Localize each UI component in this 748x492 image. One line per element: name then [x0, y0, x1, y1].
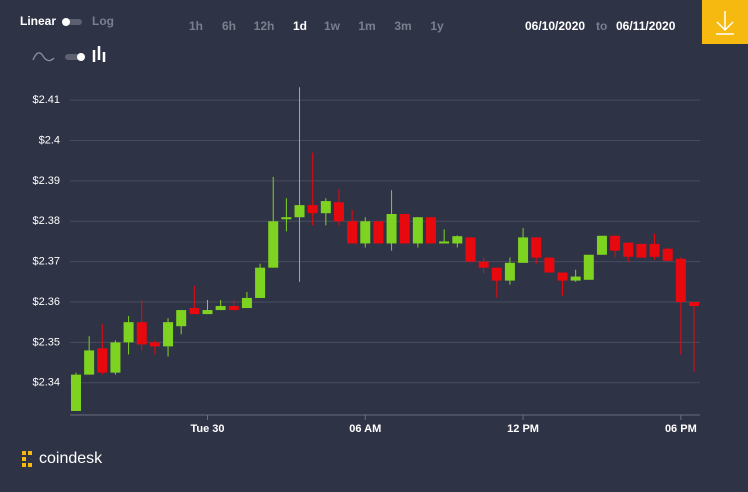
candle-body: [228, 306, 239, 311]
candle-body: [465, 237, 476, 262]
candle-body: [675, 258, 686, 302]
candle-body: [610, 235, 621, 251]
candle-body: [636, 243, 647, 258]
y-tick-label: $2.35: [32, 336, 60, 348]
candle-body: [426, 217, 437, 244]
candle-body: [307, 205, 318, 214]
x-tick-label: 06 AM: [349, 423, 381, 435]
brand: coindesk: [39, 450, 103, 467]
date-from[interactable]: 06/10/2020: [525, 19, 585, 33]
candle-body: [452, 236, 463, 244]
x-tick-label: Tue 30: [190, 423, 224, 435]
range-button[interactable]: 6h: [222, 19, 236, 33]
candle-body: [268, 221, 279, 268]
candle-body: [347, 221, 358, 244]
candle-body: [531, 237, 542, 258]
logo-mark: [28, 463, 32, 467]
candle-body: [557, 272, 568, 281]
candle-icon[interactable]: [92, 46, 106, 62]
candle-body: [649, 243, 660, 257]
candle-body: [478, 261, 489, 268]
logo-mark: [22, 457, 26, 461]
y-tick-label: $2.36: [32, 296, 60, 308]
candle-body: [294, 205, 305, 218]
download-icon: [716, 11, 734, 35]
date-to[interactable]: 06/11/2020: [616, 19, 676, 33]
range-button[interactable]: 1d: [293, 19, 307, 33]
candle-body: [110, 342, 121, 373]
candle-body: [163, 322, 174, 347]
y-tick-label: $2.4: [39, 134, 60, 146]
candle-body: [149, 342, 160, 347]
candle-body: [504, 262, 515, 281]
scale-log[interactable]: Log: [92, 14, 114, 28]
range-buttons: 1h 6h 12h 1d 1w 1m 3m 1y: [189, 19, 444, 33]
candle-body: [623, 242, 634, 257]
toggle-knob: [62, 18, 70, 26]
candle-body: [439, 241, 450, 244]
plot: $2.34 $2.35 $2.36 $2.37 $2.38 $2.39 $2.4 $2.41 T…: [32, 87, 700, 435]
range-button[interactable]: 1w: [324, 19, 341, 33]
x-tick-label: 06 PM: [665, 423, 697, 435]
range-button[interactable]: 1h: [189, 19, 203, 33]
candle-body: [136, 322, 147, 345]
candle-body: [596, 235, 607, 255]
toggle-knob: [77, 53, 85, 61]
range-button[interactable]: 1y: [430, 19, 444, 33]
candle-body: [241, 297, 252, 309]
range-button[interactable]: 12h: [254, 19, 275, 33]
candle-body: [412, 217, 423, 244]
y-tick-label: $2.39: [32, 175, 60, 187]
candle-body: [373, 221, 384, 244]
candle-body: [97, 348, 108, 373]
candle-body: [491, 267, 502, 281]
candle-body: [360, 221, 371, 244]
range-button[interactable]: 3m: [394, 19, 411, 33]
candle-body: [570, 276, 581, 281]
candle-body: [518, 237, 529, 263]
range-button[interactable]: 1m: [358, 19, 375, 33]
date-sep: to: [596, 19, 607, 33]
y-tick-label: $2.41: [32, 94, 60, 106]
y-tick-label: $2.34: [32, 377, 60, 389]
x-tick-label: 12 PM: [507, 423, 539, 435]
logo-mark: [22, 451, 26, 455]
logo-mark: [28, 451, 32, 455]
candle-body: [189, 308, 200, 315]
candle-body: [399, 214, 410, 244]
y-tick-label: $2.37: [32, 256, 60, 268]
candle-body: [583, 254, 594, 280]
candle-body: [202, 310, 213, 315]
scale-linear[interactable]: Linear: [20, 14, 56, 28]
candle-body: [662, 248, 673, 261]
candle-body: [320, 201, 331, 214]
candle-body: [71, 374, 81, 411]
y-tick-label: $2.38: [32, 215, 60, 227]
candle-body: [544, 257, 555, 273]
logo-mark: [22, 463, 26, 467]
candle-body: [123, 322, 134, 343]
candle-body: [176, 310, 187, 327]
candle-body: [281, 217, 292, 220]
candle-body: [255, 267, 266, 298]
candle-body: [333, 202, 344, 222]
candle-body: [215, 306, 226, 311]
candle-body: [386, 214, 397, 244]
line-icon[interactable]: [32, 52, 55, 62]
candle-body: [84, 350, 95, 375]
candle-body: [689, 301, 699, 307]
